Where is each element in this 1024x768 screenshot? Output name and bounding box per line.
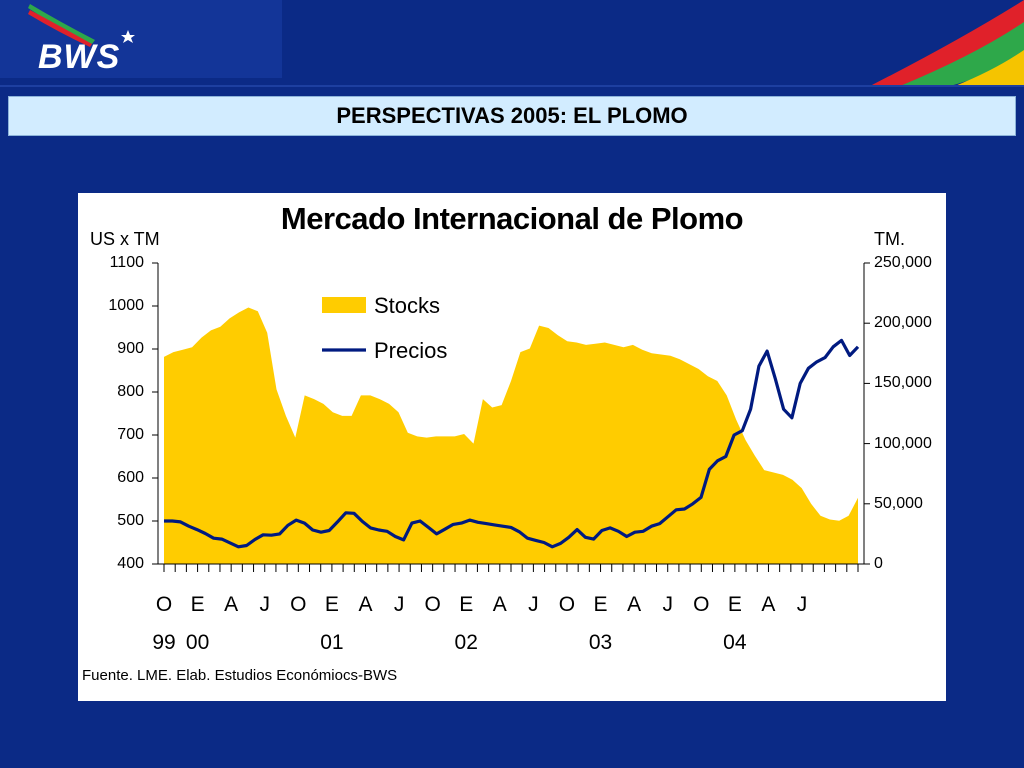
left-tick-label: 600 <box>117 469 144 486</box>
x-month-label: A <box>627 593 642 616</box>
legend-swatch-stocks <box>322 297 366 313</box>
legend-label-stocks: Stocks <box>374 293 441 318</box>
right-tick-label: 200,000 <box>874 314 932 332</box>
right-tick-label: 250,000 <box>874 254 932 271</box>
logo-area: BWS <box>0 0 282 78</box>
left-axis-unit: US x TM <box>90 229 160 249</box>
stocks-area <box>164 307 858 564</box>
decorative-swoosh-yellow <box>955 50 1024 86</box>
x-month-label: A <box>761 593 776 616</box>
legend-label-precios: Precios <box>374 338 448 363</box>
left-tick-label: 900 <box>117 340 144 357</box>
x-month-label: J <box>662 593 673 616</box>
x-month-label: O <box>155 593 173 616</box>
left-tick-label: 700 <box>117 426 144 443</box>
left-tick-label: 1100 <box>109 254 144 271</box>
x-month-label: O <box>558 593 576 616</box>
x-month-label: E <box>459 593 474 616</box>
right-tick-label: 0 <box>874 555 883 572</box>
x-month-label: E <box>593 593 608 616</box>
source-note: Fuente. LME. Elab. Estudios Económiocs-B… <box>82 667 398 684</box>
x-year-label: 01 <box>320 631 344 654</box>
x-month-label: J <box>259 593 270 616</box>
left-tick-label: 800 <box>117 383 144 400</box>
right-tick-label: 150,000 <box>874 374 932 392</box>
precios-line <box>164 338 860 549</box>
left-tick-label: 400 <box>117 555 144 572</box>
logo-text: BWS <box>38 38 121 76</box>
x-year-label: 03 <box>588 631 613 654</box>
x-year-label: 02 <box>454 631 478 654</box>
x-month-label: O <box>693 593 710 616</box>
x-month-label: O <box>424 593 441 616</box>
slide-title-bar: PERSPECTIVAS 2005: EL PLOMO <box>8 96 1016 136</box>
chart-title: Mercado Internacional de Plomo <box>280 201 744 236</box>
x-month-label: A <box>492 593 507 616</box>
x-month-label: J <box>528 593 539 616</box>
right-tick-label: 100,000 <box>874 434 932 452</box>
logo-swoosh-icon <box>28 4 135 47</box>
x-month-label: A <box>358 593 373 616</box>
x-month-label: E <box>324 593 339 616</box>
right-axis-unit: TM. <box>874 229 905 249</box>
x-month-label: E <box>727 593 742 616</box>
left-tick-label: 500 <box>117 512 144 529</box>
right-tick-label: 50,000 <box>874 494 923 512</box>
x-month-label: J <box>796 593 808 616</box>
logo-star-icon <box>121 30 135 43</box>
x-month-label: O <box>290 593 307 616</box>
chart-panel: Mercado Internacional de Plomo US x TM T… <box>78 193 946 701</box>
x-month-label: E <box>190 593 205 616</box>
x-year-label: 04 <box>723 631 747 654</box>
slide-title: PERSPECTIVAS 2005: EL PLOMO <box>336 103 688 128</box>
x-year-label: 00 <box>185 631 210 654</box>
x-month-label: J <box>393 593 405 616</box>
chart-canvas <box>152 262 870 572</box>
x-month-label: A <box>224 593 239 616</box>
x-year-label: 99 <box>152 631 176 654</box>
left-tick-label: 1000 <box>108 297 144 314</box>
